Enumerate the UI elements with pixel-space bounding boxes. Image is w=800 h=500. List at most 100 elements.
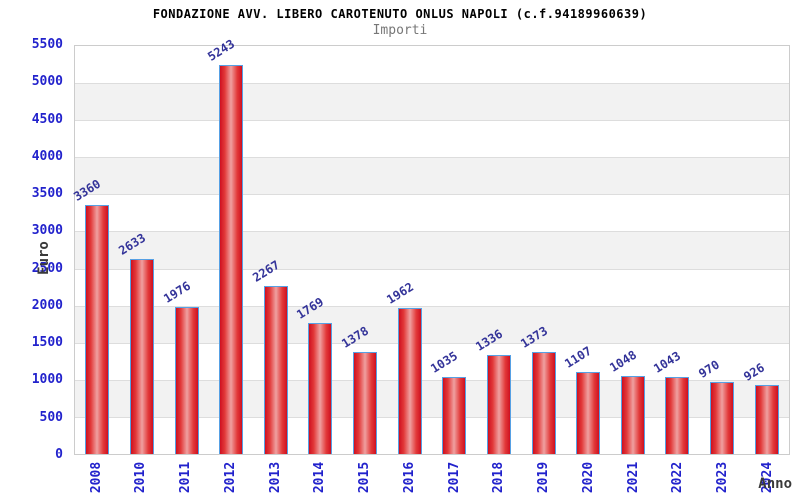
- x-tick-cell: 2016: [387, 457, 432, 497]
- x-tick-cell: 2011: [164, 457, 209, 497]
- x-tick-label: 2011: [178, 461, 194, 493]
- bar-value-label: 1976: [160, 279, 193, 307]
- x-tick-cell: 2008: [74, 457, 119, 497]
- bar-slot: 1378: [339, 46, 388, 454]
- bar-slot: 1043: [652, 46, 700, 454]
- grid-band: [75, 268, 789, 306]
- bar-2016: 1962: [384, 280, 422, 454]
- x-tick-label: 2008: [88, 461, 104, 493]
- bar-slot: 1373: [518, 46, 566, 454]
- bar-value-label: 2633: [116, 230, 148, 258]
- bar-slot: 1769: [295, 46, 343, 454]
- bar-value-label: 1373: [517, 323, 550, 352]
- y-tick-label: 500: [39, 409, 63, 425]
- x-tick-label: 2017: [446, 461, 462, 493]
- y-tick-label: 1500: [31, 335, 63, 351]
- bar-2021: 1048: [607, 348, 645, 454]
- x-tick-label: 2015: [357, 461, 373, 493]
- x-tick-cell: 2020: [566, 457, 611, 497]
- bar-value-label: 1378: [339, 323, 372, 351]
- chart-subtitle: Importi: [372, 23, 428, 38]
- x-tick-cell: 2015: [343, 457, 388, 497]
- x-tick-label: 2014: [312, 461, 328, 493]
- y-tick-label: 2000: [31, 297, 63, 313]
- bar-2013: 2267: [250, 258, 288, 454]
- grid-band: [75, 231, 789, 269]
- bar-value-label: 926: [740, 360, 767, 385]
- bar-series: 3360 2633 1976 5243 2267 1769 1378 1962 1035 1336…: [71, 37, 789, 454]
- bar-slot: 5243: [205, 37, 254, 454]
- bar-slot: 926: [741, 46, 789, 454]
- x-tick-label: 2023: [715, 461, 731, 493]
- bar-2012: 5243: [205, 37, 244, 454]
- bar-slot: 1035: [428, 46, 477, 454]
- x-tick-label: 2018: [491, 461, 507, 493]
- bar-2023: 970: [696, 358, 735, 454]
- grid-band: [75, 416, 789, 454]
- y-axis: 0 500 1000 1500 2000 2500 3000 3500 4000 4500 5000…: [0, 37, 68, 462]
- x-tick-label: 2020: [581, 461, 597, 493]
- x-tick-cell: 2017: [432, 457, 477, 497]
- x-tick-cell: 2012: [208, 457, 253, 497]
- bar-value-label: 1107: [562, 343, 595, 371]
- bar-slot: 1976: [161, 46, 209, 454]
- bar-value-label: 1962: [383, 280, 416, 308]
- bar-2018: 1336: [473, 327, 511, 454]
- bar-2011: 1976: [161, 279, 199, 454]
- bar-2010: 2633: [116, 230, 154, 454]
- bar-2014: 1769: [295, 294, 333, 454]
- grid-band: [75, 157, 789, 195]
- grid-band: [75, 342, 789, 380]
- bar-value-label: 5243: [205, 36, 238, 64]
- y-tick-label: 3500: [31, 186, 63, 202]
- bar-slot: 1962: [384, 46, 432, 454]
- x-tick-label: 2012: [223, 461, 239, 493]
- x-tick-label: 2010: [133, 461, 149, 493]
- bar-value-label: 3360: [71, 176, 104, 204]
- grid-band: [75, 83, 789, 121]
- x-tick-label: 2013: [267, 461, 283, 493]
- grid-band: [75, 194, 789, 231]
- bar-2022: 1043: [652, 348, 690, 454]
- grid-band: [75, 120, 789, 157]
- x-tick-cell: 2010: [119, 457, 164, 497]
- x-tick-cell: 2023: [701, 457, 746, 497]
- y-tick-label: 3000: [31, 223, 63, 239]
- bar-slot: 1048: [607, 46, 656, 454]
- y-tick-label: 0: [55, 447, 63, 462]
- y-tick-label: 5500: [31, 37, 63, 52]
- y-axis-title: Euro: [36, 241, 52, 275]
- bar-slot: 1336: [473, 46, 522, 454]
- x-tick-cell: 2013: [253, 457, 298, 497]
- bar-slot: 1107: [562, 46, 611, 454]
- bar-slot: 3360: [71, 46, 120, 454]
- bar-2015: 1378: [339, 323, 378, 454]
- y-tick-label: 1000: [31, 372, 63, 388]
- x-tick-cell: 2018: [477, 457, 522, 497]
- x-tick-label: 2019: [536, 461, 552, 493]
- x-axis: 2008 2010 2011 2012 2013 2014 2015 2016 2017 2018…: [74, 457, 790, 497]
- bar-value-label: 1043: [651, 348, 684, 376]
- bar-2017: 1035: [428, 349, 467, 454]
- bar-value-label: 970: [696, 357, 722, 381]
- bar-2024: 926: [741, 361, 779, 454]
- x-tick-cell: 2019: [522, 457, 567, 497]
- y-tick-label: 4500: [31, 111, 63, 127]
- bar-2020: 1107: [562, 344, 601, 454]
- y-tick-label: 2500: [31, 260, 63, 276]
- y-tick-label: 5000: [31, 74, 63, 90]
- bar-slot: 2267: [250, 46, 299, 454]
- bar-value-label: 1769: [294, 294, 327, 322]
- bar-2019: 1373: [518, 324, 556, 454]
- bar-value-label: 2267: [249, 257, 282, 285]
- chart-title: FONDAZIONE AVV. LIBERO CAROTENUTO ONLUS …: [152, 7, 648, 21]
- bar-value-label: 1336: [473, 326, 505, 354]
- x-tick-cell: 2021: [611, 457, 656, 497]
- x-tick-cell: 2014: [298, 457, 343, 497]
- x-tick-cell: 2022: [656, 457, 701, 497]
- x-tick-label: 2021: [625, 461, 641, 493]
- bar-slot: 2633: [116, 46, 165, 454]
- y-tick-label: 4000: [31, 148, 63, 164]
- x-axis-title: Anno: [758, 476, 792, 492]
